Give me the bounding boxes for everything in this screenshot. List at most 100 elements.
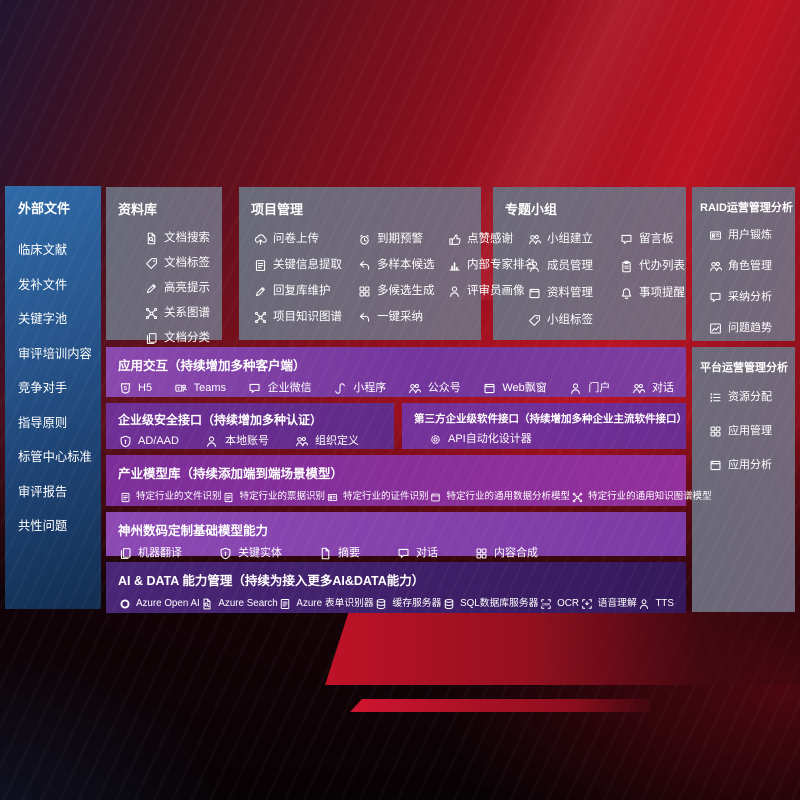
group-item-member-manage[interactable]: 成员管理 (527, 259, 619, 273)
raid-item-user-profile-card[interactable]: 用户锻炼 (708, 228, 791, 242)
foundation-item-dialogue[interactable]: 对话 (396, 546, 438, 560)
project-item-one-click-adopt[interactable]: 一键采纳 (357, 310, 447, 324)
aidata-item-ocr[interactable]: OCR OCR (539, 597, 579, 611)
client-item-dialog[interactable]: 对话 (632, 381, 674, 395)
project-graph-icon (253, 310, 267, 324)
client-item-h5[interactable]: 5 H5 (118, 381, 152, 395)
aidata-item-cache-server[interactable]: 缓存服务器 (374, 597, 441, 611)
expert-ranking-icon (447, 258, 461, 272)
miniprogram-icon (333, 381, 347, 395)
library-item-doc-category[interactable]: 文档分类 (144, 331, 212, 345)
sql-server-icon (442, 597, 456, 611)
auth-item-local-account[interactable]: 本地账号 (205, 434, 269, 448)
model-item-knowledge-graph-model[interactable]: 特定行业的通用知识图谱模型 (570, 490, 712, 504)
project-item-expert-ranking[interactable]: 内部专家排名 (447, 258, 536, 272)
content-compose-icon (474, 546, 488, 560)
svg-text:5: 5 (124, 385, 127, 391)
sidebar-item-3[interactable]: 审评培训内容 (18, 346, 101, 362)
material-manage-icon (527, 286, 541, 300)
item-label: 发补文件 (18, 277, 68, 292)
svg-text:T: T (177, 385, 180, 391)
aidata-item-tts[interactable]: TTS (637, 597, 674, 611)
auth-item-ad-aad[interactable]: AD/AAD (118, 434, 179, 448)
client-item-teams[interactable]: T Teams (174, 381, 226, 395)
message-board-icon (619, 232, 633, 246)
raid-item-adoption-analysis[interactable]: 采纳分析 (708, 290, 791, 304)
item-label: 特定行业的通用知识图谱模型 (588, 490, 712, 502)
model-item-certificate-recognition[interactable]: 特定行业的证件识别 (325, 490, 429, 504)
app-manage-icon (708, 424, 722, 438)
group-item-group-tag[interactable]: 小组标签 (527, 313, 619, 327)
platform-item-app-manage[interactable]: 应用管理 (708, 424, 791, 438)
client-item-official-account[interactable]: 公众号 (408, 381, 461, 395)
platform-item-resource-allocation[interactable]: 资源分配 (708, 390, 791, 404)
raid-item-issue-trend[interactable]: 问题趋势 (708, 321, 791, 335)
sidebar-item-5[interactable]: 指导原则 (18, 416, 101, 431)
panel-project-management-title: 项目管理 (251, 202, 304, 217)
auth-item-org-define[interactable]: 组织定义 (295, 434, 359, 448)
sidebar-item-7[interactable]: 审评报告 (18, 485, 101, 500)
project-item-due-alert[interactable]: 到期预警 (357, 232, 447, 246)
panel-topic-group-title: 专题小组 (505, 202, 558, 217)
sidebar-title: 外部文件 (18, 201, 71, 216)
raid-item-role-manage[interactable]: 角色管理 (708, 259, 791, 273)
project-item-multi-sample[interactable]: 多样本候选 (357, 258, 447, 272)
sidebar-item-1[interactable]: 发补文件 (18, 277, 101, 293)
foundation-item-key-entity[interactable]: 关键实体 (218, 546, 282, 560)
group-item-todo-list[interactable]: 代办列表 (619, 259, 685, 273)
sidebar-item-6[interactable]: 标管中心标准 (18, 451, 101, 465)
model-item-file-recognition[interactable]: 特定行业的文件识别 (118, 490, 222, 504)
library-item-highlight[interactable]: 高亮提示 (144, 281, 212, 295)
group-item-reminder-bell[interactable]: 事项提醒 (619, 286, 685, 300)
item-label: 应用管理 (728, 424, 772, 437)
library-item-doc-tag[interactable]: 文档标签 (144, 256, 212, 270)
role-manage-icon (708, 259, 722, 273)
group-item-group-create[interactable]: 小组建立 (527, 232, 619, 246)
item-label: Teams (193, 381, 227, 394)
foundation-item-machine-translation[interactable]: 机器翻译 (118, 546, 182, 560)
project-item-multi-candidate[interactable]: 多候选生成 (357, 284, 447, 298)
aidata-item-speech-understanding[interactable]: 语音理解 (580, 597, 637, 611)
library-item-relation-graph[interactable]: 关系图谱 (144, 306, 212, 320)
project-item-questionnaire-upload[interactable]: 问卷上传 (253, 232, 357, 246)
model-item-receipt-recognition[interactable]: 特定行业的票据识别 (222, 490, 325, 504)
item-label: 组织定义 (314, 434, 359, 447)
group-item-message-board[interactable]: 留言板 (619, 232, 685, 246)
sidebar-item-0[interactable]: 临床文献 (18, 243, 101, 258)
client-item-web-popup[interactable]: Web飘窗 (482, 381, 547, 395)
client-item-miniprogram[interactable]: 小程序 (333, 381, 386, 395)
aidata-item-azure-form[interactable]: Azure 表单识别器 (278, 597, 374, 611)
client-item-portal[interactable]: 门户 (568, 381, 610, 395)
client-item-wecom[interactable]: 企业微信 (248, 381, 312, 395)
foundation-item-summary[interactable]: 摘要 (318, 546, 360, 560)
portal-icon (568, 381, 582, 395)
platform-item-app-analysis[interactable]: 应用分析 (708, 458, 791, 472)
sidebar-external-files: 外部文件 临床文献发补文件关键字池审评培训内容 竞争对手指导原则标管中心标准 审评报… (5, 186, 101, 609)
sidebar-item-4[interactable]: 竞争对手 (18, 382, 101, 396)
background-red-glow-line (350, 699, 650, 712)
model-item-data-analysis-model[interactable]: 特定行业的通用数据分析模型 (429, 490, 570, 504)
ocr-icon: OCR (539, 597, 553, 611)
receipt-recognition-icon (222, 490, 236, 504)
thirdparty-item-api-designer[interactable]: API自动化设计器 (428, 432, 532, 446)
row-ai-data-management: AI & DATA 能力管理（持续为接入更多AI&DATA能力） Azure O… (106, 562, 686, 613)
item-label: 留言板 (639, 232, 674, 245)
aidata-item-azure-openai[interactable]: Azure Open AI (118, 597, 200, 611)
row-thirdparty-interface: 第三方企业级软件接口（持续增加多种企业主流软件接口） API自动化设计器 (402, 403, 687, 449)
item-label: 到期预警 (377, 232, 423, 245)
project-item-reply-maintain[interactable]: 回复库维护 (253, 284, 357, 298)
item-label: 问题趋势 (728, 321, 772, 334)
project-item-thumbs-up[interactable]: 点赞感谢 (447, 232, 536, 246)
project-item-reviewer-profile[interactable]: 评审员画像 (447, 284, 536, 298)
project-item-project-graph[interactable]: 项目知识图谱 (253, 310, 357, 324)
library-item-doc-search[interactable]: 文档搜索 (144, 231, 212, 245)
foundation-item-content-compose[interactable]: 内容合成 (474, 546, 538, 560)
sidebar-item-2[interactable]: 关键字池 (18, 313, 101, 327)
aidata-item-azure-search[interactable]: Azure Search (200, 597, 278, 611)
project-item-key-info-extract[interactable]: 关键信息提取 (253, 258, 357, 272)
item-label: 审评培训内容 (18, 346, 92, 361)
sidebar-item-8[interactable]: 共性问题 (18, 520, 101, 534)
item-label: 机器翻译 (138, 546, 182, 559)
aidata-item-sql-server[interactable]: SQL数据库服务器 (442, 597, 538, 611)
group-item-material-manage[interactable]: 资料管理 (527, 286, 619, 300)
